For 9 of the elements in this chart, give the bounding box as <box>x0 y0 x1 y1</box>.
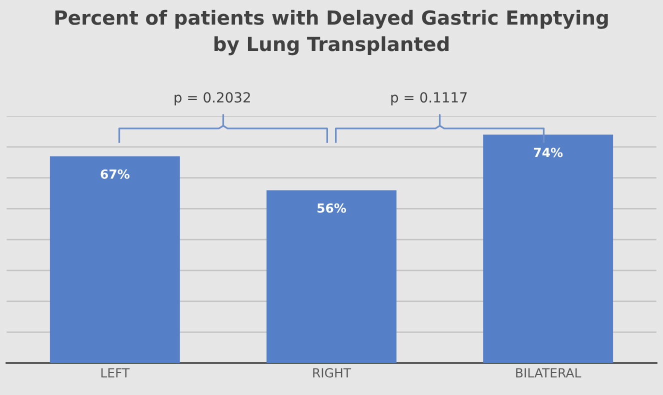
data-label: 56% <box>318 203 346 213</box>
x-tick-label: LEFT <box>101 368 130 378</box>
text: p = 0.2032 <box>174 92 250 106</box>
data-label: 74% <box>534 148 563 158</box>
data-label: 67% <box>100 169 130 179</box>
text: p = 0.1117 <box>391 92 467 106</box>
x-tick-label: RIGHT <box>313 368 352 378</box>
chart-title: Percent of patients with Delayed Gastric Emptying by Lung Transplanted <box>55 10 608 56</box>
x-tick-label: BILATERAL <box>516 368 582 378</box>
